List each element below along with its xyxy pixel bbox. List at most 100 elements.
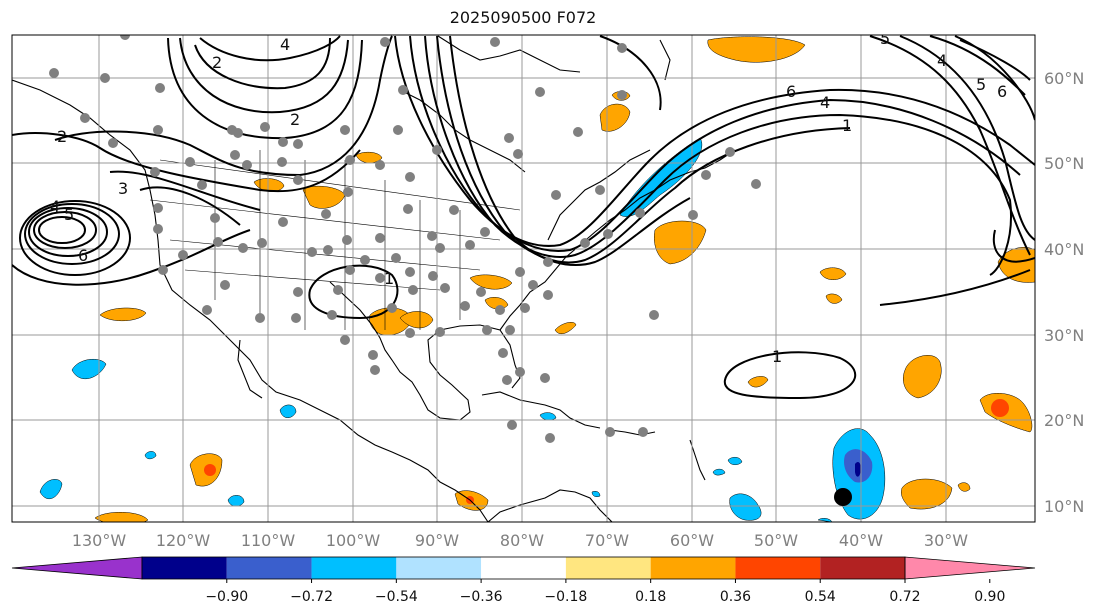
colorbar-tick-label: −0.18 <box>544 589 587 605</box>
shade-negative <box>539 412 557 421</box>
contour-label: 2 <box>290 110 300 129</box>
contour-labels: 2 4 2 3 4 5 6 2 1 6 4 1 5 4 5 6 1 <box>50 29 1007 366</box>
colorbar-segment <box>650 557 736 579</box>
shade-negative-strong <box>855 462 861 477</box>
lat-label: 30°N <box>1044 326 1084 345</box>
lat-label: 50°N <box>1044 154 1084 173</box>
shade-positive <box>599 103 631 132</box>
shade-negative <box>619 137 703 217</box>
shade-negative <box>144 451 157 460</box>
storm-center-marker <box>834 488 852 506</box>
contour-label: 4 <box>937 51 947 70</box>
colorbar-tick-label: −0.54 <box>375 589 418 605</box>
shaded-anomaly-fields <box>39 36 1035 522</box>
colorbar-tick-label: 0.36 <box>720 589 751 605</box>
shade-negative <box>727 457 743 465</box>
contour-label: 3 <box>118 179 128 198</box>
shade-positive <box>957 482 971 492</box>
lon-label: 130°W <box>72 531 127 550</box>
lon-label: 100°W <box>326 531 381 550</box>
shade-negative <box>729 493 762 521</box>
colorbar-tick-label: −0.36 <box>460 589 503 605</box>
longitude-labels: 130°W 120°W 110°W 100°W 90°W 80°W 70°W 6… <box>72 531 968 550</box>
lon-label: 110°W <box>241 531 296 550</box>
contour-label: 6 <box>997 82 1007 101</box>
shade-strong-positive <box>991 399 1009 417</box>
colorbar-extend-high <box>904 556 1036 580</box>
colorbar-tick-label: 0.54 <box>805 589 836 605</box>
contour-label: 4 <box>820 93 830 112</box>
shade-negative <box>39 479 63 500</box>
contour-label: 2 <box>57 127 67 146</box>
colorbar-segment <box>565 557 651 579</box>
shade-negative <box>817 518 833 522</box>
colorbar-tick-label: −0.72 <box>290 589 333 605</box>
shade-positive <box>819 267 847 280</box>
station-markers <box>49 35 761 443</box>
colorbar-outline <box>141 556 906 580</box>
shade-positive <box>902 355 942 399</box>
lon-label: 70°W <box>585 531 629 550</box>
lat-label: 60°N <box>1044 69 1084 88</box>
lat-label: 10°N <box>1044 497 1084 516</box>
shade-negative <box>227 495 245 507</box>
contour-label: 1 <box>772 347 782 366</box>
colorbar-tick-label: 0.90 <box>974 589 1005 605</box>
shade-strong-positive <box>204 464 216 476</box>
contour-label: 5 <box>976 75 986 94</box>
lat-label: 40°N <box>1044 240 1084 259</box>
shade-positive <box>94 512 149 522</box>
shade-negative <box>279 404 297 418</box>
contour-label: 2 <box>212 53 222 72</box>
colorbar-tick-label: −0.90 <box>205 589 248 605</box>
map-frame <box>11 34 1036 523</box>
colorbar-segment <box>735 557 821 579</box>
colorbar-segment <box>311 557 397 579</box>
contour-label: 6 <box>786 82 796 101</box>
map-title: 2025090500 F072 <box>449 8 597 27</box>
lat-label: 20°N <box>1044 411 1084 430</box>
contour-label: 4 <box>280 35 290 54</box>
shade-positive <box>707 36 806 63</box>
lon-label: 120°W <box>156 531 211 550</box>
shade-positive <box>554 322 577 335</box>
lon-label: 30°W <box>924 531 968 550</box>
shade-positive <box>901 478 953 510</box>
contour-lines <box>12 35 1035 400</box>
contour-label: 6 <box>78 246 88 265</box>
colorbar-segment <box>142 557 227 579</box>
colorbar-segment <box>226 557 312 579</box>
contour-label: 4 <box>50 197 60 216</box>
shade-positive <box>747 376 769 388</box>
contour-label: 1 <box>842 116 852 135</box>
latitude-labels: 60°N 50°N 40°N 30°N 20°N 10°N <box>1044 69 1084 516</box>
colorbar-tick-label: 0.18 <box>635 589 666 605</box>
shade-negative <box>591 490 601 498</box>
colorbar-segment <box>820 557 905 579</box>
colorbar-tick-label: 0.72 <box>889 589 920 605</box>
lon-label: 90°W <box>415 531 459 550</box>
shade-positive <box>99 307 147 321</box>
shade-positive <box>825 293 843 304</box>
lon-label: 60°W <box>670 531 714 550</box>
lon-label: 40°W <box>839 531 883 550</box>
shade-negative <box>71 358 107 380</box>
contour-label: 1 <box>384 269 394 288</box>
shade-positive <box>302 185 346 209</box>
lon-label: 80°W <box>500 531 544 550</box>
lat-lon-grid <box>12 35 1035 522</box>
colorbar-segment <box>481 557 566 579</box>
colorbar <box>11 556 1036 580</box>
shade-positive <box>399 311 434 329</box>
contour-label: 5 <box>64 205 74 224</box>
shade-negative <box>712 468 726 476</box>
colorbar-extend-low <box>11 556 143 580</box>
colorbar-ticks: −0.90 −0.72 −0.54 −0.36 −0.18 0.18 0.36 0.54 0.7… <box>205 579 1005 605</box>
colorbar-segment <box>396 557 482 579</box>
shade-positive <box>469 274 513 290</box>
contour-label: 5 <box>880 29 890 48</box>
shade-positive <box>997 247 1035 283</box>
shade-positive <box>355 151 383 164</box>
shade-positive <box>654 220 707 265</box>
